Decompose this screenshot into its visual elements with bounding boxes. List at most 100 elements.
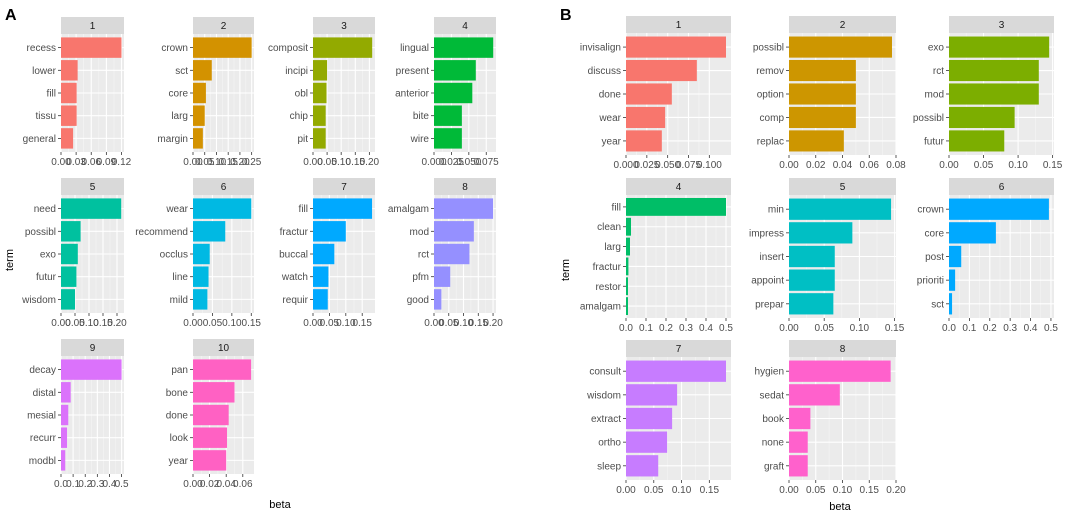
bar-good — [434, 289, 442, 310]
term-label: invisalign — [580, 43, 621, 54]
term-label: comp — [760, 113, 785, 124]
term-label: mod — [410, 227, 429, 238]
term-label: exo — [40, 250, 57, 261]
term-label: prioriti — [917, 276, 944, 287]
term-label: crown — [161, 43, 188, 54]
facet-strip — [626, 340, 731, 357]
x-tick-label: 0.02 — [806, 160, 826, 171]
facet-strip — [789, 178, 896, 195]
term-label: recurr — [30, 433, 57, 444]
plot-a: A term beta 10.000.030.060.090.12recessl… — [4, 7, 503, 511]
term-label: amalgam — [388, 204, 429, 215]
term-label: pit — [297, 134, 308, 145]
x-tick-label: 0.1 — [66, 479, 80, 490]
term-label: fill — [299, 204, 308, 215]
term-label: option — [757, 90, 784, 101]
facet-strip — [949, 16, 1054, 33]
bar-restor — [626, 277, 628, 296]
term-label: incipi — [285, 66, 308, 77]
bar-discuss — [626, 59, 697, 82]
bar-distal — [61, 382, 71, 403]
x-tick-label: 0.06 — [860, 160, 880, 171]
x-tick-label: 0.20 — [483, 318, 503, 329]
bar-fill — [313, 198, 373, 219]
bar-book — [789, 407, 811, 430]
term-label: possibl — [25, 227, 56, 238]
term-label: recess — [27, 43, 56, 54]
x-axis-title-b: beta — [829, 501, 851, 513]
x-tick-label: 0.5 — [115, 479, 129, 490]
x-tick-label: 0.00 — [779, 323, 799, 334]
x-tick-label: 0.00 — [183, 479, 203, 490]
bar-futur — [61, 266, 77, 287]
term-label: distal — [33, 388, 56, 399]
term-label: larg — [171, 111, 188, 122]
bar-sleep — [626, 455, 659, 477]
x-tick-label: 0.4 — [1024, 323, 1038, 334]
facet-title: 10 — [218, 343, 230, 354]
facet-title: 2 — [840, 20, 846, 31]
x-tick-label: 0.10 — [850, 323, 870, 334]
x-tick-label: 0.00 — [939, 160, 959, 171]
x-tick-label: 0.3 — [1003, 323, 1017, 334]
x-tick-label: 0.04 — [833, 160, 853, 171]
facet-b-6: 6 0.0 0.1 0.2 0.3 0.4 0.5 crown core post prioriti… — [917, 178, 1058, 334]
bar-amalgam — [626, 297, 628, 316]
term-label: restor — [595, 282, 621, 293]
x-tick-label: 0.15 — [93, 318, 113, 329]
term-label: composit — [268, 43, 308, 54]
bar-sedat — [789, 384, 840, 406]
bar-composit — [313, 37, 373, 58]
bar-possibl — [949, 106, 1015, 129]
x-tick-label: 0.5 — [719, 323, 733, 334]
x-tick-label: 0.05 — [644, 485, 664, 496]
bar-incipi — [313, 60, 328, 81]
bar-exo — [949, 36, 1050, 58]
x-tick-label: 0.10 — [222, 318, 242, 329]
x-tick-label: 0.00 — [183, 318, 203, 329]
term-label: done — [166, 411, 189, 422]
facet-title: 8 — [462, 182, 468, 193]
facet-title: 3 — [999, 20, 1005, 31]
term-label: margin — [157, 134, 188, 145]
facet-a-6: 6 0.00 0.05 0.10 0.15 wear recommend occlus line… — [135, 178, 261, 329]
term-label: fill — [612, 202, 621, 213]
bar-graft — [789, 455, 808, 477]
term-label: futur — [36, 272, 57, 283]
facet-b-4: 4 0.0 0.1 0.2 0.3 0.4 0.5 fill clean larg fractur r… — [580, 178, 733, 334]
x-tick-label: 0.10 — [672, 485, 692, 496]
bar-rct — [949, 59, 1039, 82]
term-label: crown — [917, 205, 944, 216]
term-label: line — [172, 272, 188, 283]
panel-letter-a: A — [5, 7, 17, 24]
bar-lingual — [434, 37, 494, 58]
bar-obl — [313, 82, 327, 104]
facet-a-9: 9 0.00.10.20.30.40.5 decay distal mesial recu… — [27, 339, 129, 490]
facet-strip — [626, 178, 731, 195]
x-tick-label: 0.20 — [107, 318, 127, 329]
x-tick-label: 0.03 — [66, 157, 86, 168]
x-tick-label: 0.05 — [814, 323, 834, 334]
bar-year — [626, 130, 662, 152]
x-tick-label: 0.25 — [242, 157, 262, 168]
bar-chip — [313, 105, 326, 126]
facet-title: 6 — [221, 182, 227, 193]
facet-title: 5 — [90, 182, 96, 193]
term-label: core — [169, 89, 189, 100]
term-label: amalgam — [580, 302, 621, 313]
x-tick-label: 0.025 — [634, 160, 659, 171]
term-label: chip — [290, 111, 309, 122]
x-tick-label: 0.15 — [885, 323, 905, 334]
term-label: year — [602, 136, 622, 147]
facet-title: 7 — [341, 182, 347, 193]
facet-strip — [949, 178, 1054, 195]
bar-pit — [313, 128, 326, 149]
term-label: wire — [410, 134, 430, 145]
bar-fractur — [626, 257, 629, 276]
x-tick-label: 0.000 — [613, 160, 638, 171]
facet-title: 8 — [840, 344, 846, 355]
x-axis-title-a: beta — [269, 499, 291, 511]
term-label: watch — [281, 272, 308, 283]
x-tick-label: 0.10 — [1008, 160, 1028, 171]
bar-mesial — [61, 404, 69, 426]
